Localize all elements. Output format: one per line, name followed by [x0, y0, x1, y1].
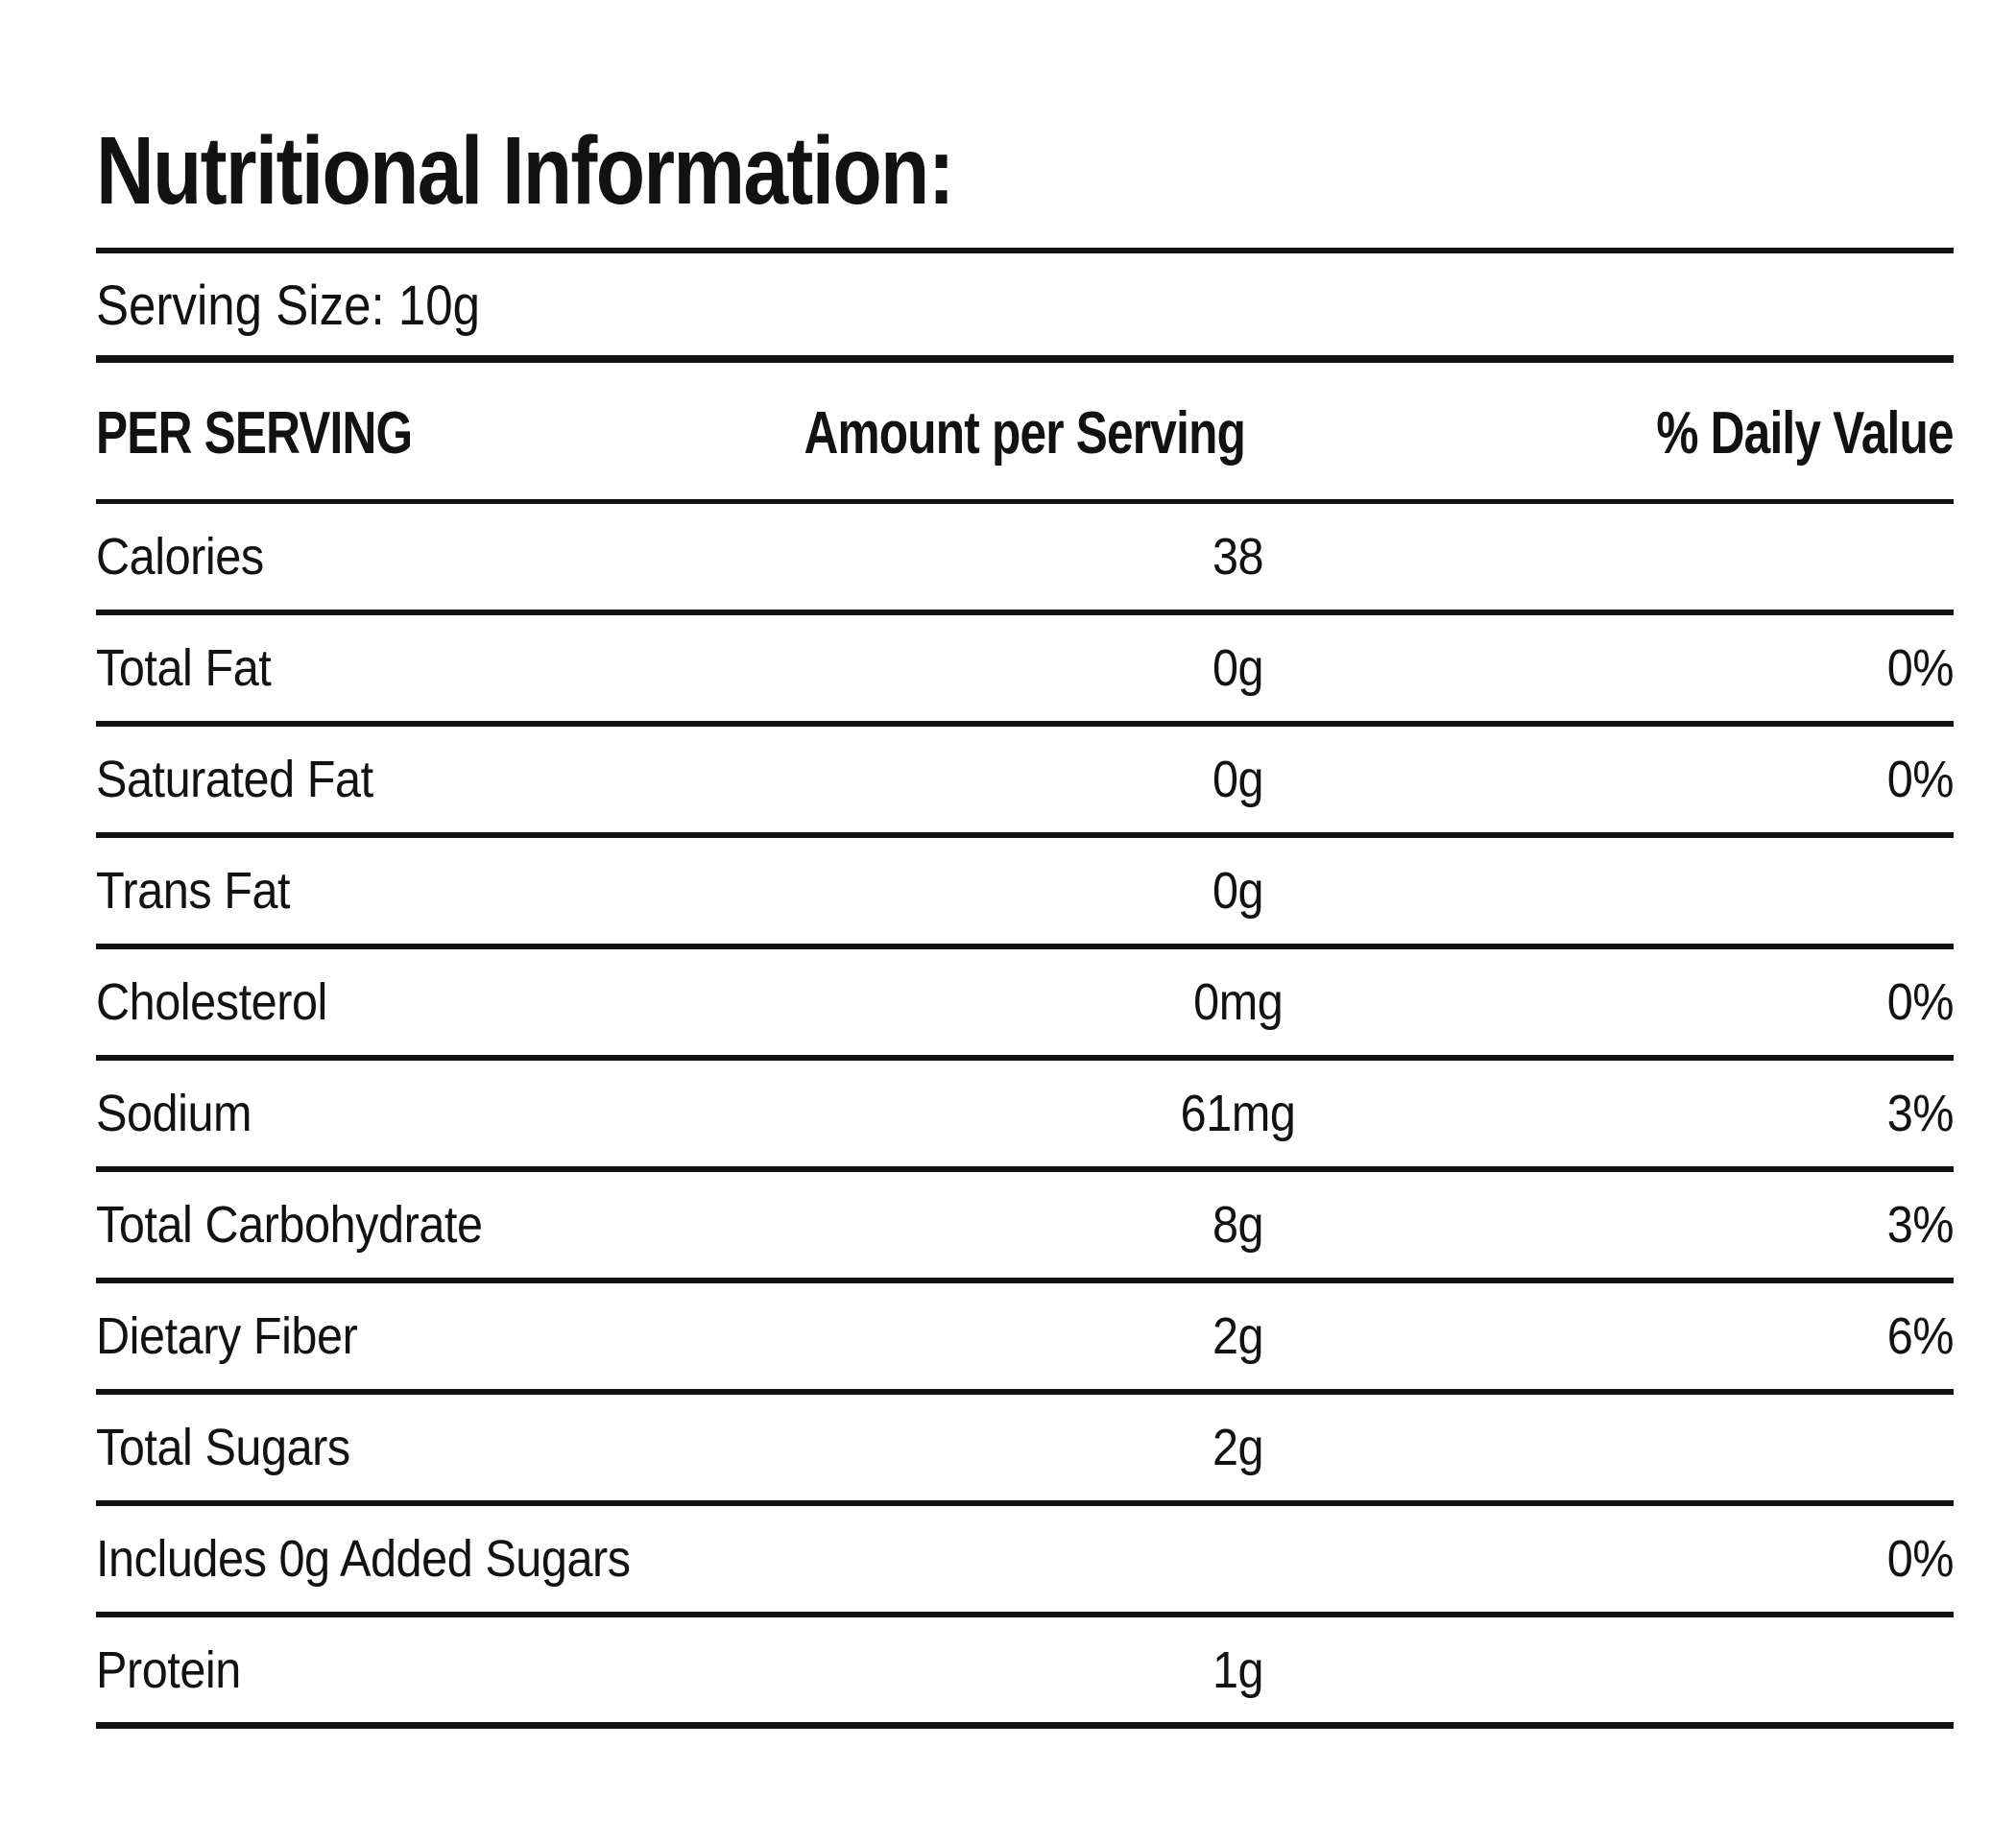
table-row: Protein 1g [96, 1617, 1954, 1729]
page-title-text: Nutritional Information: [96, 117, 955, 225]
row-amount-text: 0mg [1193, 973, 1284, 1031]
header-daily-value-text: % Daily Value [1656, 400, 1955, 467]
table-header-row: PER SERVING Amount per Serving % Daily V… [96, 400, 1955, 467]
row-amount: 2g [969, 1422, 1507, 1473]
header-amount: Amount per Serving [715, 404, 1334, 464]
table-row: Total Sugars 2g [96, 1395, 1954, 1506]
title-divider [96, 248, 1954, 253]
row-label-text: Cholesterol [96, 973, 327, 1031]
row-label-text: Saturated Fat [96, 751, 373, 808]
row-daily-value-text: 0% [1886, 751, 1955, 808]
row-daily-value [1508, 865, 1954, 917]
row-amount-text: 1g [1212, 1640, 1264, 1699]
row-daily-value: 0% [1508, 1530, 1955, 1588]
row-label: Calories [96, 531, 969, 583]
table-row: Calories 38 [96, 504, 1954, 615]
nutrition-table: Calories 38 Total Fat 0g 0% Saturated Fa… [96, 504, 1954, 1729]
row-daily-value-text: 6% [1886, 1307, 1955, 1365]
row-daily-value: 0% [1508, 973, 1955, 1031]
row-label: Cholesterol [96, 976, 969, 1028]
table-row: Includes 0g Added Sugars 0% [96, 1506, 1954, 1617]
row-daily-value [1508, 1422, 1954, 1473]
row-daily-value [1508, 531, 1954, 583]
row-label-text: Sodium [96, 1085, 252, 1142]
row-label: Trans Fat [96, 865, 969, 917]
row-label: Saturated Fat [96, 754, 969, 805]
row-amount: 8g [969, 1199, 1507, 1251]
row-daily-value-text: 0% [1886, 973, 1955, 1031]
table-row: Total Fat 0g 0% [96, 615, 1954, 727]
table-row: Dietary Fiber 2g 6% [96, 1283, 1954, 1395]
header-amount-text: Amount per Serving [804, 400, 1246, 467]
row-daily-value-text: 0% [1886, 1530, 1955, 1588]
row-daily-value: 6% [1508, 1307, 1955, 1365]
row-amount-text: 8g [1212, 1196, 1264, 1254]
row-amount: 1g [969, 1644, 1507, 1696]
row-label: Dietary Fiber [96, 1310, 969, 1362]
serving-size-text: Serving Size: 10g [96, 275, 481, 337]
row-label-text: Protein [96, 1640, 241, 1699]
row-label: Total Carbohydrate [96, 1199, 969, 1251]
row-amount-text: 0g [1212, 862, 1264, 920]
row-amount-text: 38 [1212, 528, 1264, 586]
header-daily-value: % Daily Value [1334, 400, 1955, 467]
table-row: Cholesterol 0mg 0% [96, 949, 1954, 1061]
row-amount-text: 2g [1212, 1419, 1264, 1476]
header-per-serving-text: PER SERVING [96, 400, 413, 467]
row-amount-text: 0g [1212, 639, 1264, 697]
label-content: Nutritional Information: Serving Size: 1… [96, 0, 1955, 1729]
row-amount: 61mg [969, 1088, 1507, 1139]
row-label-text: Dietary Fiber [96, 1307, 358, 1365]
row-amount-text: 61mg [1181, 1085, 1296, 1142]
serving-divider [96, 355, 1954, 363]
header-per-serving: PER SERVING [96, 404, 715, 464]
table-row: Saturated Fat 0g 0% [96, 727, 1954, 838]
row-amount: 0g [969, 865, 1507, 917]
row-daily-value-text: 0% [1886, 639, 1955, 697]
row-label-text: Total Sugars [96, 1419, 350, 1476]
row-label-text: Calories [96, 528, 264, 586]
row-label: Total Sugars [96, 1422, 969, 1473]
row-label: Total Fat [96, 642, 969, 694]
serving-size: Serving Size: 10g [96, 278, 1954, 334]
row-amount [969, 1533, 1507, 1585]
row-amount: 0g [969, 642, 1507, 694]
row-label-text: Includes 0g Added Sugars [96, 1530, 631, 1588]
row-daily-value: 3% [1508, 1085, 1955, 1142]
row-daily-value-text: 3% [1886, 1196, 1955, 1254]
table-row: Sodium 61mg 3% [96, 1061, 1954, 1172]
row-daily-value: 0% [1508, 751, 1955, 808]
row-daily-value: 0% [1508, 639, 1955, 697]
row-daily-value: 3% [1508, 1196, 1955, 1254]
row-amount: 38 [969, 531, 1507, 583]
table-row: Total Carbohydrate 8g 3% [96, 1172, 1954, 1283]
row-amount: 0mg [969, 976, 1507, 1028]
row-amount-text: 2g [1212, 1307, 1264, 1365]
row-amount-text: 0g [1212, 751, 1264, 808]
row-label-text: Trans Fat [96, 862, 291, 920]
row-label-text: Total Fat [96, 639, 272, 697]
header-divider [96, 499, 1954, 504]
page-title: Nutritional Information: [96, 0, 1954, 219]
row-label: Protein [96, 1644, 969, 1696]
row-amount: 2g [969, 1310, 1507, 1362]
row-amount: 0g [969, 754, 1507, 805]
row-label: Includes 0g Added Sugars [96, 1533, 969, 1585]
table-row: Trans Fat 0g [96, 838, 1954, 949]
row-daily-value-text: 3% [1886, 1085, 1955, 1142]
row-label: Sodium [96, 1088, 969, 1139]
row-daily-value [1508, 1644, 1954, 1696]
row-label-text: Total Carbohydrate [96, 1196, 483, 1254]
